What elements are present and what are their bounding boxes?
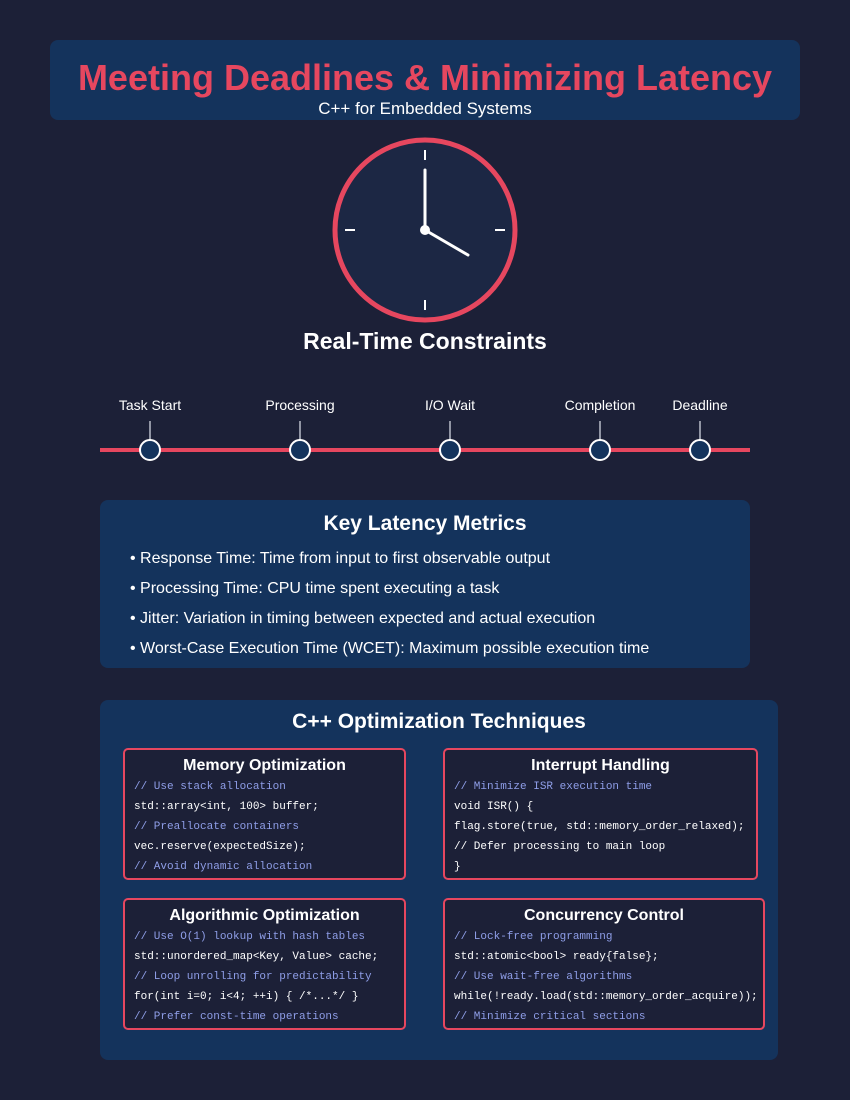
code-comment-line: // Avoid dynamic allocation <box>134 861 313 873</box>
code-line: while(!ready.load(std::memory_order_acqu… <box>454 991 758 1003</box>
metrics-panel: Key Latency Metrics • Response Time: Tim… <box>100 500 750 668</box>
technique-card: Algorithmic Optimization // Use O(1) look… <box>123 898 406 1030</box>
metric-item: • Jitter: Variation in timing between ex… <box>130 610 596 627</box>
techniques-panel: C++ Optimization Techniques Memory Optim… <box>100 700 778 1060</box>
timeline <box>100 421 750 461</box>
code-line: void ISR() { <box>454 801 534 813</box>
code-line: std::array<int, 100> buffer; <box>134 801 319 813</box>
code-comment-line: // Preallocate containers <box>134 821 300 833</box>
technique-card: Memory Optimization // Use stack allocati… <box>123 748 406 880</box>
code-line: std::unordered_map<Key, Value> cache; <box>134 951 379 963</box>
technique-card-title: Concurrency Control <box>523 907 684 924</box>
constraints-title: Real-Time Constraints <box>303 328 547 354</box>
metrics-list: • Response Time: Time from input to firs… <box>130 544 649 664</box>
code-line: for(int i=0; i<4; ++i) { /*...*/ } <box>134 991 359 1003</box>
code-comment-line: // Minimize critical sections <box>454 1011 646 1023</box>
code-line: std::atomic<bool> ready{false}; <box>454 951 659 963</box>
techniques-heading: C++ Optimization Techniques <box>292 710 586 733</box>
timeline-label: Task Start <box>118 397 182 413</box>
timeline-label: Deadline <box>672 397 728 413</box>
code-comment-line: // Lock-free programming <box>454 931 613 943</box>
code-comment-line: // Use stack allocation <box>134 781 286 793</box>
clock-hour-hand <box>423 228 470 257</box>
timeline-label: Processing <box>265 397 335 413</box>
timeline-marker <box>289 439 311 461</box>
code-comment-line: // Minimize ISR execution time <box>454 781 653 793</box>
clock-icon <box>332 137 518 323</box>
code-line: vec.reserve(expectedSize); <box>134 841 306 853</box>
timeline-label: I/O Wait <box>424 397 476 413</box>
code-comment-line: // Use O(1) lookup with hash tables <box>134 931 366 943</box>
technique-card-title: Memory Optimization <box>183 757 346 774</box>
code-line: } <box>454 861 461 873</box>
technique-card: Concurrency Control // Lock-free programm… <box>443 898 765 1030</box>
code-line: // Defer processing to main loop <box>454 841 666 853</box>
page-title: Meeting Deadlines & Minimizing Latency <box>77 57 773 98</box>
metrics-heading: Key Latency Metrics <box>323 512 527 535</box>
metric-item: • Worst-Case Execution Time (WCET): Maxi… <box>130 640 650 657</box>
clock-center <box>420 225 430 235</box>
timeline-marker <box>139 439 161 461</box>
metric-item: • Response Time: Time from input to firs… <box>130 550 551 567</box>
metric-item: • Processing Time: CPU time spent execut… <box>130 580 500 597</box>
timeline-marker <box>689 439 711 461</box>
timeline-marker <box>439 439 461 461</box>
page-subtitle: C++ for Embedded Systems <box>318 99 532 118</box>
technique-card: Interrupt Handling // Minimize ISR execut… <box>443 748 758 880</box>
technique-card-title: Algorithmic Optimization <box>169 907 360 924</box>
technique-card-title: Interrupt Handling <box>531 757 670 774</box>
code-comment-line: // Loop unrolling for predictability <box>134 971 372 983</box>
code-line: flag.store(true, std::memory_order_relax… <box>454 821 745 833</box>
code-comment-line: // Prefer const-time operations <box>134 1011 339 1023</box>
header-banner: Meeting Deadlines & Minimizing Latency C… <box>50 40 800 120</box>
timeline-marker <box>589 439 611 461</box>
code-comment-line: // Use wait-free algorithms <box>454 971 633 983</box>
timeline-label: Completion <box>564 397 636 413</box>
